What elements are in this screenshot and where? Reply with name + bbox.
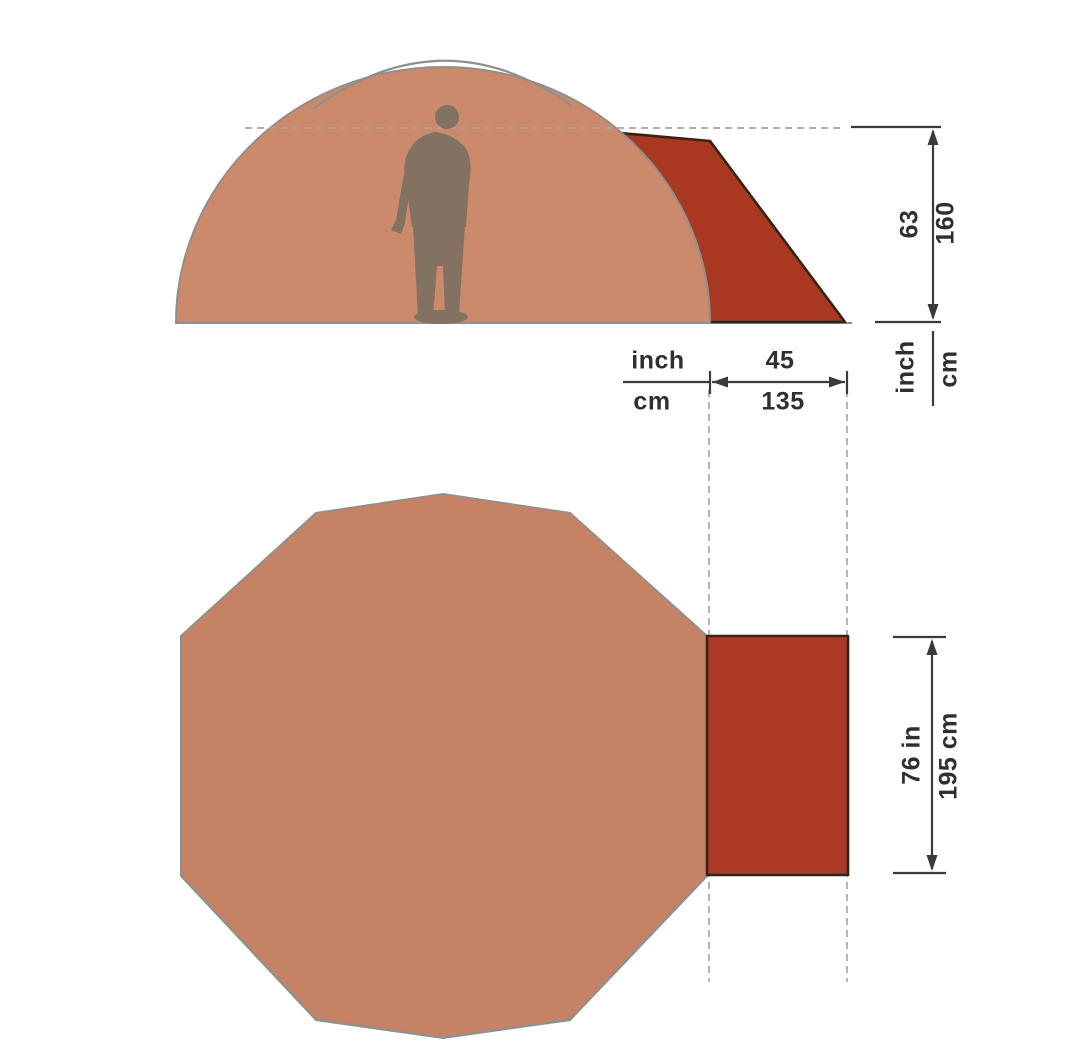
dimension-lines bbox=[623, 125, 946, 875]
tent-footprint-shape bbox=[180, 492, 708, 1040]
person-feet-shadow bbox=[414, 310, 468, 324]
depth-arrow-down bbox=[926, 855, 938, 871]
vestibule-width-inch-value: 45 bbox=[765, 346, 795, 375]
height-arrow-down bbox=[927, 304, 939, 320]
unit-table-cm-label: cm bbox=[633, 387, 671, 416]
person-silhouette bbox=[391, 105, 471, 324]
tent-height-cm-value: 160 bbox=[931, 201, 960, 245]
person-legs bbox=[413, 226, 465, 317]
person-arm bbox=[391, 154, 415, 234]
floor-depth-cm-value: 195 cm bbox=[934, 712, 963, 800]
unit-table-inch-label: inch bbox=[631, 346, 685, 375]
dimension-arrowheads bbox=[712, 129, 939, 871]
vestibule-footprint-shape bbox=[705, 634, 850, 877]
height-arrow-up bbox=[927, 129, 939, 145]
width-arrow-right bbox=[829, 376, 845, 388]
rainfly-arc bbox=[312, 59, 573, 110]
floor-depth-inch-value: 76 in bbox=[897, 725, 926, 785]
width-arrow-left bbox=[712, 376, 728, 388]
unit-axis-inch-label: inch bbox=[891, 340, 920, 394]
unit-axis-cm-label: cm bbox=[934, 350, 963, 388]
depth-arrow-up bbox=[926, 639, 938, 655]
tent-height-inch-value: 63 bbox=[895, 209, 924, 239]
vestibule-width-cm-value: 135 bbox=[761, 387, 805, 416]
person-head bbox=[435, 105, 459, 129]
person-torso bbox=[404, 132, 471, 227]
